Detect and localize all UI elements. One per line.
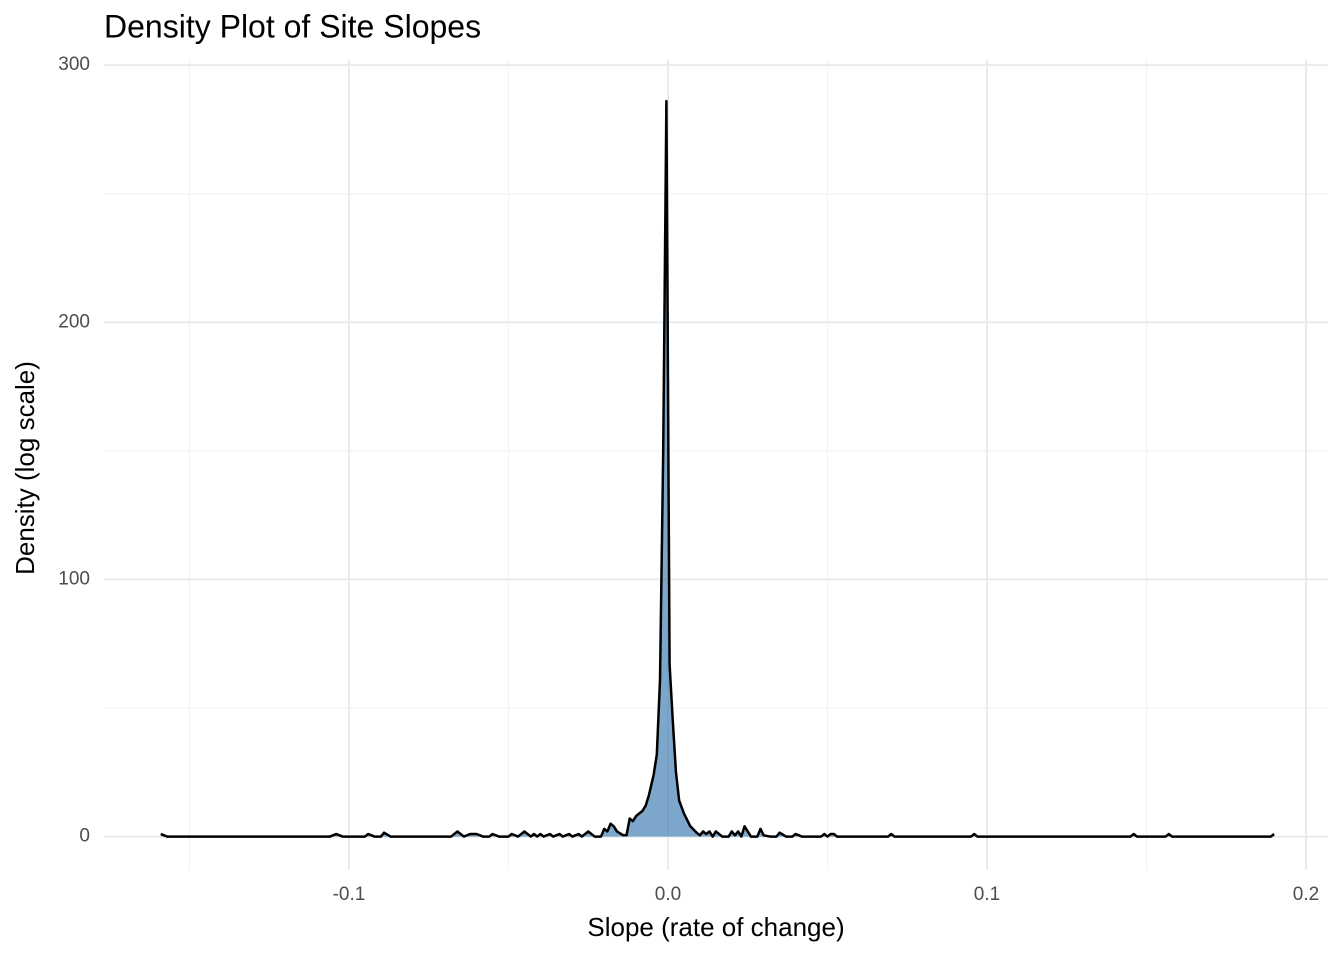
x-tick-label: 0.2 bbox=[1293, 884, 1319, 905]
density-line bbox=[160, 99, 1275, 838]
y-tick-label: 300 bbox=[58, 54, 90, 75]
y-tick-label: 0 bbox=[79, 826, 90, 847]
y-tick-label: 200 bbox=[58, 311, 90, 332]
x-tick-label: 0.0 bbox=[655, 884, 681, 905]
density-area bbox=[160, 101, 1275, 837]
x-tick-label: -0.1 bbox=[333, 884, 366, 905]
x-tick-label: 0.1 bbox=[974, 884, 1000, 905]
y-axis-title: Density (log scale) bbox=[10, 361, 40, 575]
x-axis-title: Slope (rate of change) bbox=[587, 912, 844, 942]
y-tick-label: 100 bbox=[58, 568, 90, 589]
chart-title: Density Plot of Site Slopes bbox=[104, 8, 481, 44]
